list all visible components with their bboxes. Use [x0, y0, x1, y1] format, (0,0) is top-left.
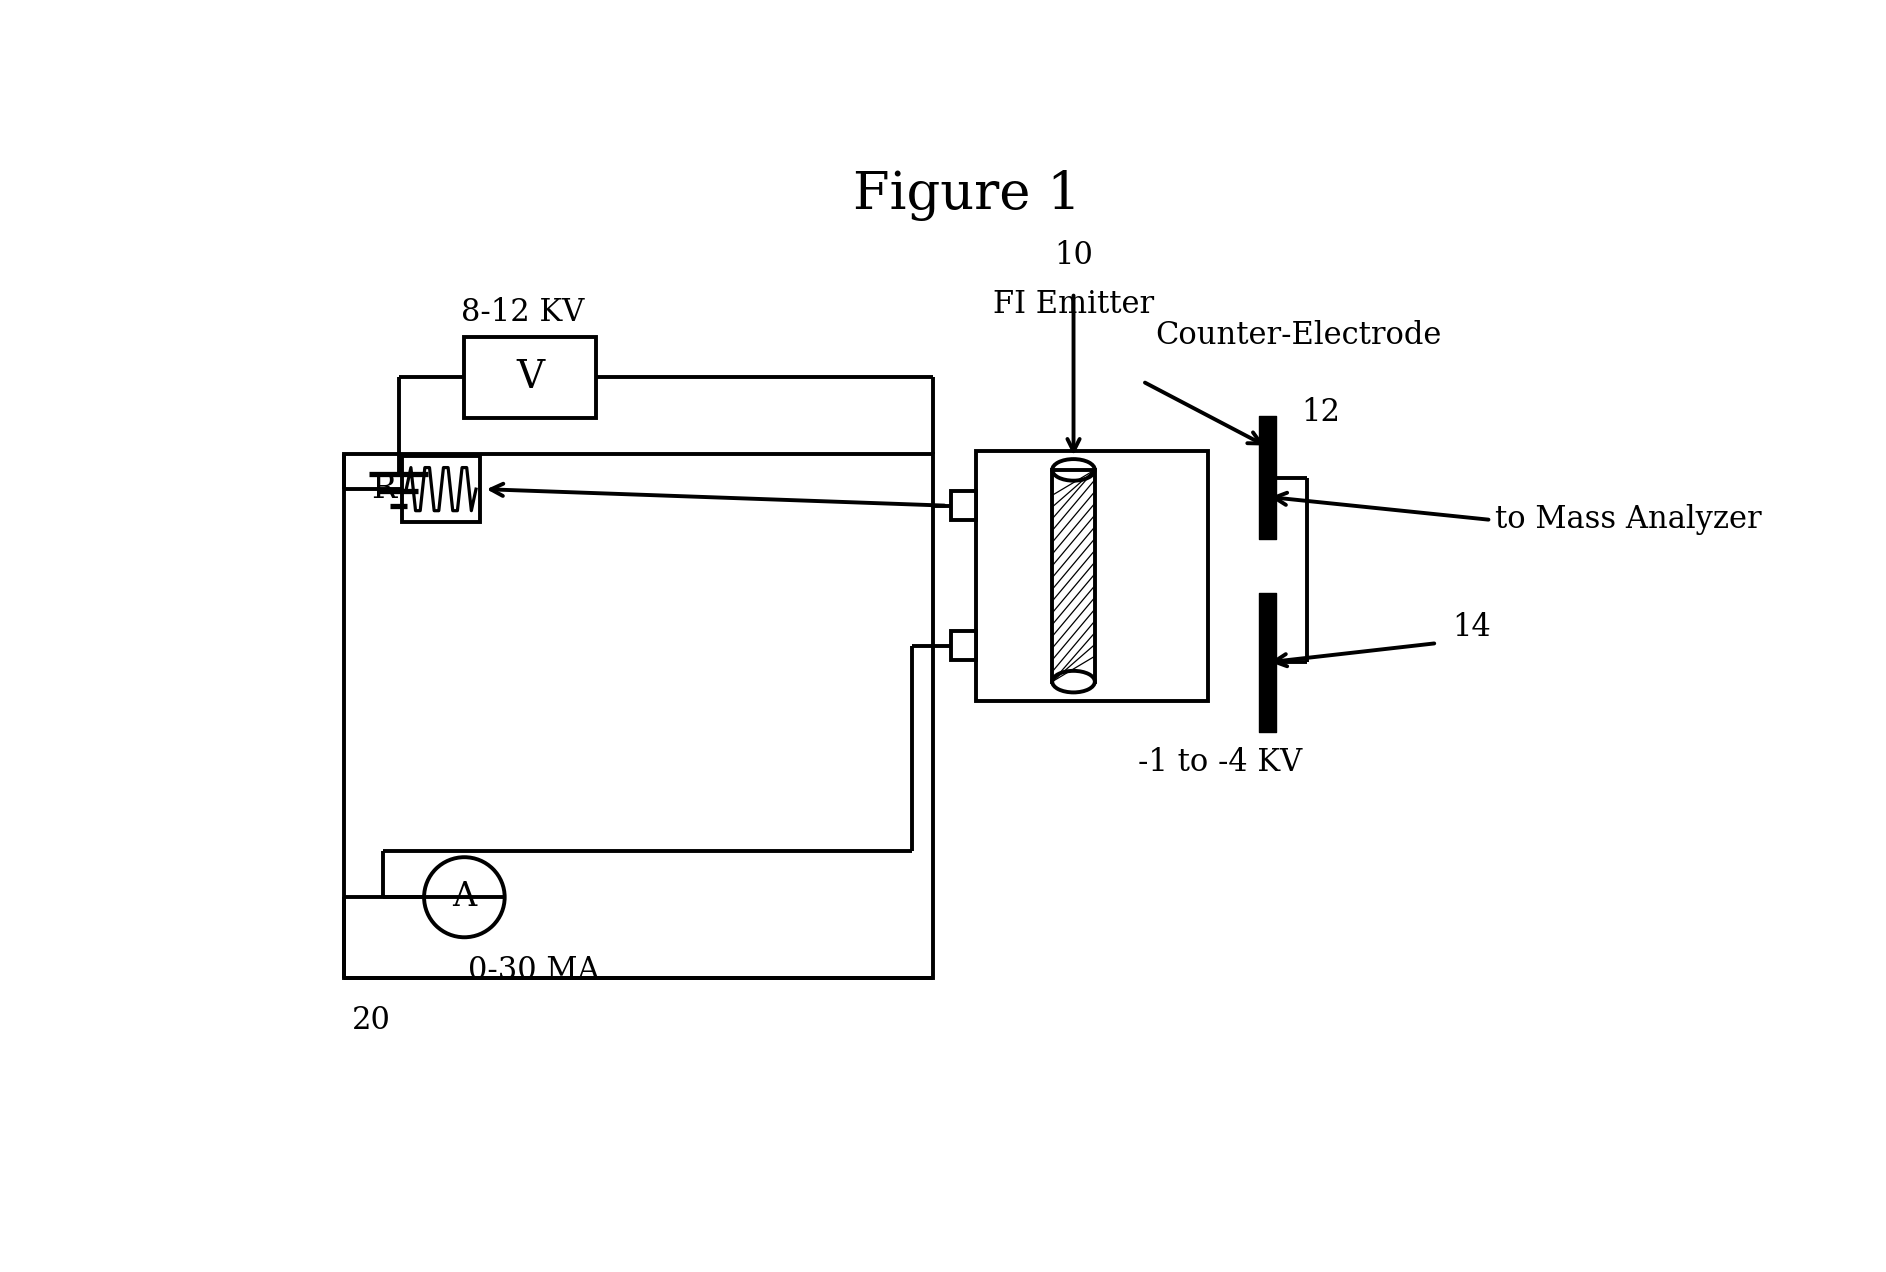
Text: 14: 14 — [1452, 612, 1492, 644]
Text: V: V — [517, 359, 545, 396]
Text: FI Emitter: FI Emitter — [992, 289, 1154, 321]
Bar — [402, 457, 479, 522]
Text: 20: 20 — [353, 1005, 390, 1035]
Text: Counter-Electrode: Counter-Electrode — [1154, 319, 1441, 351]
Bar — [951, 631, 975, 660]
Text: A: A — [453, 881, 477, 913]
Text: R: R — [372, 473, 396, 505]
Bar — [951, 491, 975, 520]
Bar — [345, 454, 934, 978]
Text: 10: 10 — [1054, 240, 1094, 271]
Bar — [464, 337, 596, 418]
Ellipse shape — [1052, 670, 1096, 692]
Text: 8-12 KV: 8-12 KV — [460, 296, 585, 328]
Text: Figure 1: Figure 1 — [852, 169, 1081, 220]
Text: 12: 12 — [1301, 397, 1341, 427]
Bar — [975, 450, 1209, 701]
Text: 0-30 MA: 0-30 MA — [468, 955, 600, 986]
Text: -1 to -4 KV: -1 to -4 KV — [1137, 747, 1301, 778]
Bar — [1052, 469, 1096, 682]
Text: to Mass Analyzer: to Mass Analyzer — [1496, 505, 1762, 536]
